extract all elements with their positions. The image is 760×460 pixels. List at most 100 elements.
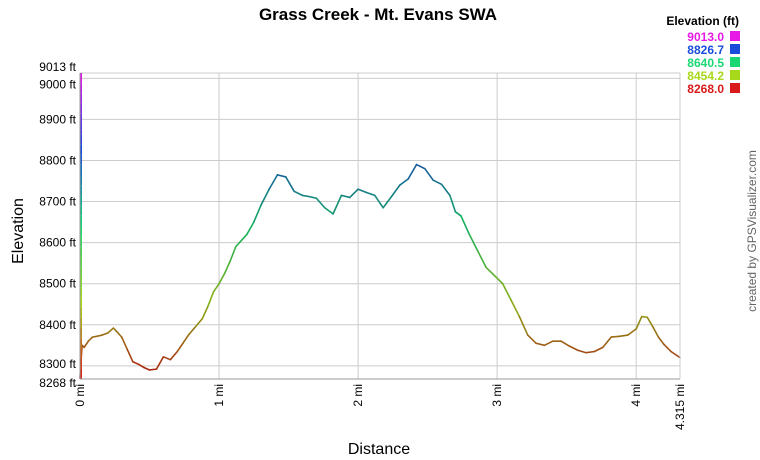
legend: Elevation (ft) 9013.08826.78640.58454.28… [666, 14, 740, 96]
x-tick-label: 2 mi [351, 384, 365, 407]
elevation-segment [399, 178, 409, 186]
credit-text: created by GPSVisualizer.com [745, 150, 759, 312]
y-tick-label: 8268 ft [39, 376, 76, 390]
elevation-segment [610, 335, 621, 338]
elevation-segment [194, 317, 204, 328]
elevation-segment [115, 330, 123, 338]
elevation-segment [120, 336, 129, 351]
elevation-segment [640, 315, 649, 319]
legend-entry-label: 9013.0 [687, 30, 724, 44]
elevation-segment [293, 190, 304, 197]
elevation-segment [348, 188, 359, 199]
elevation-segment [201, 305, 209, 320]
elevation-segment [234, 239, 243, 248]
legend-swatch [730, 31, 740, 41]
legend-title: Elevation (ft) [666, 14, 739, 28]
elevation-segment [468, 233, 479, 252]
elevation-segment [276, 174, 287, 178]
elevation-segment [652, 326, 660, 338]
elevation-segment [618, 334, 629, 338]
y-tick-label: 8700 ft [39, 195, 76, 209]
elevation-segment [568, 345, 579, 352]
elevation-segment [187, 326, 197, 336]
elevation-segment [602, 336, 612, 349]
x-axis-ticks: 0 mi 1 mi 2 mi 3 mi 4 mi 4.315 mi [73, 384, 687, 430]
elevation-segment [373, 194, 384, 209]
y-tick-label: 8300 ft [39, 357, 76, 371]
elevation-segment [323, 206, 334, 215]
elevation-segment [148, 368, 158, 371]
legend-swatch [730, 70, 740, 80]
elevation-segment [627, 328, 637, 336]
elevation-segment [87, 336, 94, 343]
elevation-segment [526, 334, 537, 345]
legend-entry-label: 8454.2 [687, 69, 724, 83]
elevation-segment [246, 221, 255, 236]
elevation-segment [268, 174, 279, 191]
x-tick-label: 0 mi [73, 384, 87, 407]
x-tick-label: 3 mi [490, 384, 504, 407]
elevation-segment [182, 334, 190, 345]
elevation-segment [155, 356, 165, 370]
elevation-segment [253, 204, 262, 223]
elevation-segment [332, 194, 343, 215]
y-axis-label: Elevation [10, 198, 27, 264]
elevation-segment [454, 211, 462, 217]
elevation-segment [543, 340, 554, 347]
elevation-segment [432, 179, 443, 186]
elevation-segment [107, 327, 115, 334]
legend-entry-label: 8640.5 [687, 56, 724, 70]
elevation-segment [365, 191, 376, 197]
elevation-segment [407, 163, 418, 180]
x-tick-label: 1 mi [212, 384, 226, 407]
elevation-segment [315, 197, 326, 209]
elevation-segment [646, 316, 654, 328]
legend-swatch [730, 57, 740, 67]
elevation-segment [229, 245, 237, 262]
elevation-segment [560, 340, 571, 347]
elevation-segment [284, 176, 295, 193]
elevation-segment [493, 274, 504, 285]
y-tick-label: 8600 ft [39, 236, 76, 250]
grid [79, 72, 681, 380]
elevation-segment [501, 282, 512, 301]
x-tick-label: 4 mi [629, 384, 643, 407]
elevation-segment [207, 291, 215, 308]
elevation-segment [670, 350, 681, 359]
y-tick-label: 8800 ft [39, 153, 76, 167]
chart-title: Grass Creek - Mt. Evans SWA [259, 5, 497, 24]
elevation-segment [440, 183, 451, 197]
elevation-segment [301, 194, 311, 198]
elevation-segment [576, 349, 587, 354]
elevation-segment [663, 343, 672, 353]
elevation-segment [162, 356, 172, 361]
elevation-segment [449, 194, 457, 213]
elevation-segment [132, 360, 140, 366]
elevation-segment [518, 315, 529, 336]
elevation-segment [585, 350, 596, 354]
y-tick-label: 9000 ft [39, 77, 76, 91]
elevation-segment [476, 250, 487, 269]
elevation-segment [101, 332, 109, 336]
elevation-segment [308, 195, 318, 200]
elevation-segment [126, 348, 134, 363]
elevation-segment [83, 340, 90, 349]
elevation-segment [176, 342, 184, 353]
legend-swatch [730, 83, 740, 93]
elevation-segment [240, 233, 248, 242]
elevation-segment [485, 266, 496, 277]
axes [79, 73, 681, 380]
x-tick-label: 4.315 mi [673, 384, 687, 430]
elevation-series [79, 73, 681, 379]
y-tick-label: 8400 ft [39, 318, 76, 332]
elevation-segment [382, 195, 393, 209]
elevation-segment [143, 366, 151, 371]
elevation-segment [340, 194, 351, 199]
y-tick-label: 9013 ft [39, 60, 76, 74]
legend-entry-label: 8826.7 [687, 43, 724, 57]
elevation-segment [169, 350, 179, 361]
elevation-segment [223, 260, 231, 275]
elevation-segment [218, 272, 226, 285]
elevation-segment [95, 334, 104, 338]
